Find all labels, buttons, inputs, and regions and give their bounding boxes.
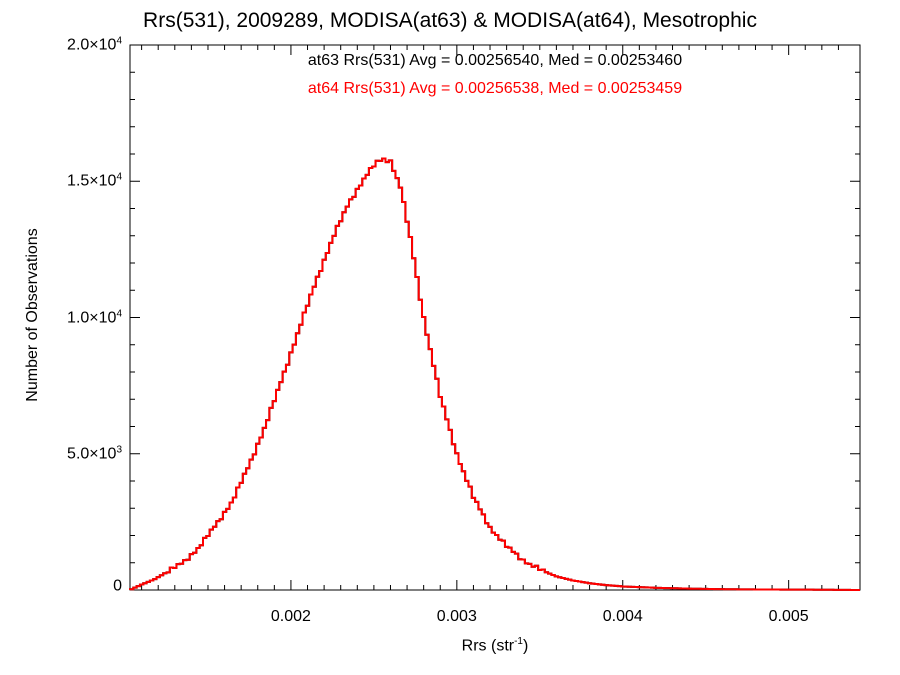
y-tick-label: 1.5×104	[67, 172, 122, 191]
plot-frame	[129, 44, 861, 591]
y-tick-mantissa: 5.0×10	[67, 445, 117, 463]
x-tick-label: 0.004	[602, 608, 643, 625]
y-tick-exponent: 3	[116, 444, 122, 456]
x-tick-label: 0.002	[270, 608, 311, 625]
x-axis-label-close: )	[523, 637, 529, 655]
x-tick-label: 0.005	[768, 608, 809, 625]
data-series	[129, 157, 860, 591]
series-at63-line	[129, 157, 860, 591]
y-tick-label: 2.0×104	[67, 35, 122, 54]
y-tick-mantissa: 1.0×10	[67, 309, 117, 327]
y-tick-mantissa: 1.5×10	[67, 172, 117, 190]
x-axis-label: Rrs (str-1)	[130, 636, 860, 655]
annotation-at63: at63 Rrs(531) Avg = 0.00256540, Med = 0.…	[307, 52, 683, 69]
x-tick-label: 0.003	[436, 608, 477, 625]
y-tick-exponent: 4	[116, 35, 122, 47]
chart-title: Rrs(531), 2009289, MODISA(at63) & MODISA…	[143, 9, 757, 32]
y-axis-label: Number of Observations	[24, 228, 41, 402]
series-at64-line	[129, 157, 860, 591]
x-axis-label-exponent: -1	[514, 636, 523, 647]
y-tick-label: 1.0×104	[67, 308, 122, 327]
x-axis-label-text: Rrs (str	[461, 637, 515, 655]
y-tick-exponent: 4	[116, 171, 122, 183]
y-tick-mantissa: 0	[113, 577, 122, 595]
y-tick-exponent: 4	[116, 307, 122, 319]
y-tick-mantissa: 2.0×10	[67, 36, 117, 54]
axis-ticks	[130, 45, 860, 590]
annotation-at64: at64 Rrs(531) Avg = 0.00256538, Med = 0.…	[307, 80, 683, 97]
y-tick-label: 0	[113, 576, 122, 595]
y-tick-label: 5.0×103	[67, 444, 122, 463]
